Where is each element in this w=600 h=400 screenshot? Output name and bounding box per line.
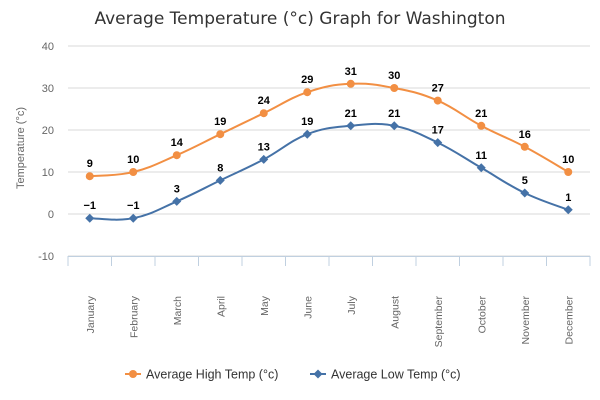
- data-point: [346, 121, 356, 131]
- data-label: 14: [171, 137, 184, 149]
- gridlines: [68, 45, 590, 257]
- x-tick-label: April: [215, 296, 227, 317]
- legend-item-low[interactable]: Average Low Temp (°c): [310, 368, 461, 382]
- data-point: [476, 163, 486, 173]
- data-point: [564, 168, 573, 176]
- data-label: 24: [258, 95, 271, 107]
- data-point: [259, 154, 269, 164]
- data-point: [129, 168, 138, 176]
- y-tick-label: -10: [38, 251, 54, 263]
- data-label: 21: [388, 108, 400, 120]
- data-point: [172, 151, 181, 160]
- legend-label: Average High Temp (°c): [146, 368, 278, 382]
- x-tick-label: February: [128, 295, 140, 338]
- data-point: [128, 213, 138, 223]
- x-tick-label: July: [346, 295, 358, 314]
- x-tick-label: August: [389, 296, 401, 329]
- data-label: 30: [388, 70, 400, 82]
- data-label: 29: [301, 74, 313, 86]
- series-line: [89, 82, 569, 178]
- series-layer: [85, 79, 573, 223]
- y-tick-label: 40: [42, 41, 54, 53]
- data-point: [563, 205, 573, 215]
- data-label: 21: [475, 108, 487, 120]
- y-tick-label: 10: [42, 167, 54, 179]
- data-label: 31: [345, 66, 357, 78]
- legend-marker: [129, 370, 137, 378]
- x-tick-label: September: [433, 296, 445, 348]
- data-label: 1: [565, 192, 571, 204]
- data-label: 5: [522, 175, 528, 187]
- data-label: 9: [87, 158, 93, 170]
- data-label: 11: [475, 150, 487, 162]
- data-point: [520, 188, 530, 198]
- data-point: [215, 175, 225, 185]
- x-tick-label: November: [520, 295, 532, 344]
- y-tick-label: 0: [48, 209, 54, 221]
- y-tick-label: 20: [42, 125, 54, 137]
- legend-item-high[interactable]: Average High Temp (°c): [125, 368, 278, 382]
- x-tick-label: October: [476, 296, 488, 334]
- data-label: 21: [345, 108, 357, 120]
- series-high: [85, 79, 573, 181]
- x-tick-label: January: [85, 295, 97, 333]
- data-label: 10: [562, 154, 574, 166]
- data-label: −1: [127, 200, 140, 212]
- data-point: [216, 130, 225, 139]
- x-tick-label: March: [172, 296, 184, 325]
- data-label: 3: [174, 183, 180, 195]
- data-point: [477, 121, 486, 130]
- series-line: [89, 122, 569, 221]
- axes: -10 0 10 20 30 40 January February March April May…: [38, 41, 591, 348]
- x-tick-label: June: [302, 296, 314, 319]
- data-label: 19: [214, 116, 226, 128]
- data-point: [259, 109, 268, 118]
- series-low: [85, 121, 573, 223]
- y-axis-label: Temperature (°c): [15, 107, 27, 189]
- data-label: 27: [432, 83, 444, 95]
- data-point: [433, 96, 442, 105]
- legend-marker: [313, 369, 323, 379]
- legend-label: Average Low Temp (°c): [331, 368, 461, 382]
- x-tick-label: December: [563, 295, 575, 344]
- data-point: [389, 121, 399, 131]
- data-point: [346, 79, 355, 88]
- data-point: [172, 196, 182, 206]
- legend[interactable]: Average High Temp (°c) Average Low Temp (…: [125, 368, 461, 382]
- data-label: 10: [127, 154, 139, 166]
- data-label: 17: [432, 125, 444, 137]
- data-point: [85, 172, 94, 181]
- data-point: [302, 129, 312, 139]
- data-label: 8: [217, 162, 223, 174]
- x-tick-label: May: [259, 295, 271, 316]
- data-label: 13: [258, 141, 270, 153]
- data-point: [520, 142, 529, 151]
- data-point: [433, 138, 443, 148]
- chart-title: Average Temperature (°c) Graph for Washi…: [94, 9, 505, 29]
- data-labels: 9 10 14 19 24 29 31 30 27 21 16 10 −1 −1 3 8 13 19 21 21 17 1…: [83, 66, 574, 212]
- data-point: [85, 213, 95, 223]
- data-point: [303, 88, 312, 97]
- data-label: −1: [83, 200, 96, 212]
- data-label: 19: [301, 116, 313, 128]
- data-label: 16: [519, 129, 531, 141]
- y-tick-label: 30: [42, 83, 54, 95]
- data-point: [390, 84, 399, 92]
